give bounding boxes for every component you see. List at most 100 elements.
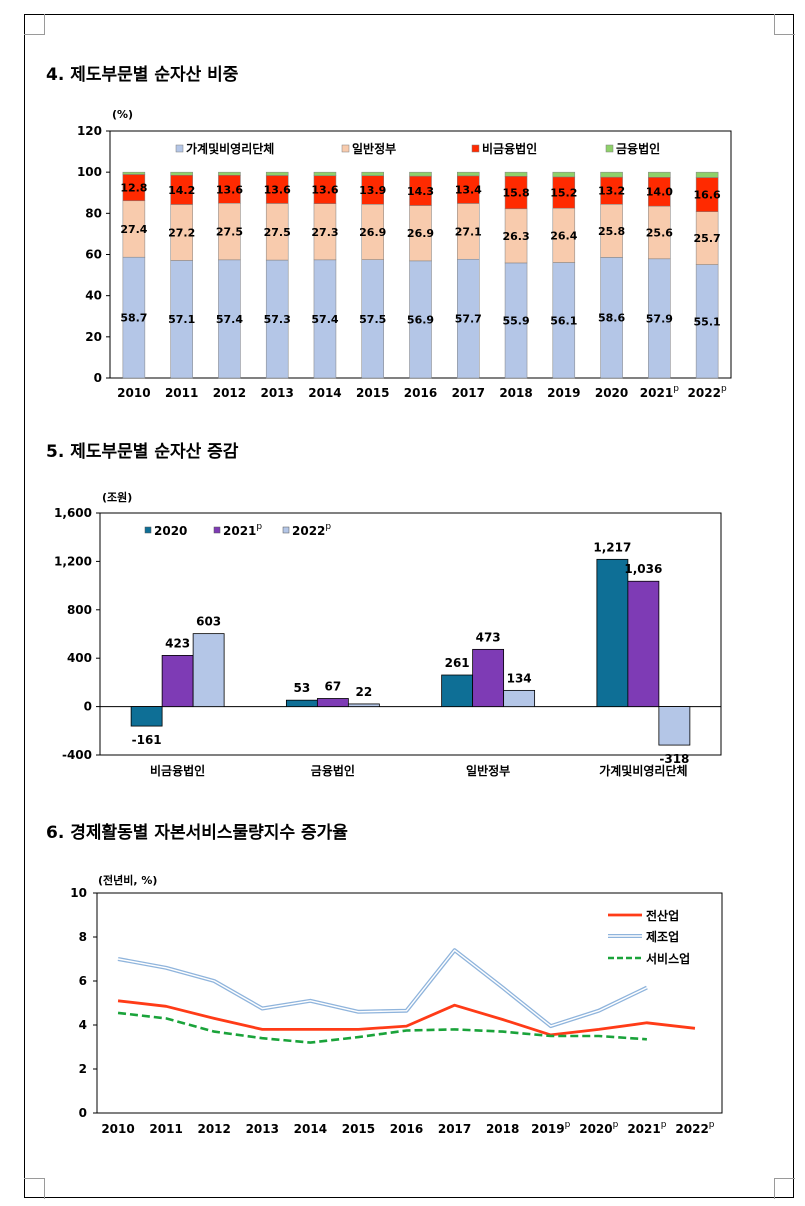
x-tick-label: 2015 (342, 1122, 375, 1136)
data-label: 15.2 (550, 187, 577, 200)
data-label: 26.3 (502, 230, 529, 243)
crop-mark-bottom-left (24, 1178, 45, 1199)
bar-segment (313, 171, 337, 176)
data-label: 57.4 (311, 313, 338, 326)
data-label: 27.4 (120, 223, 147, 236)
x-tick-label: 2019p (531, 1120, 570, 1136)
y-tick-label: 60 (85, 248, 102, 262)
x-tick-label: 2010 (117, 386, 150, 400)
data-label: 134 (507, 671, 532, 685)
x-tick-label: 2022p (675, 1120, 714, 1136)
data-label: 27.3 (311, 226, 338, 239)
data-label: -318 (659, 752, 689, 766)
data-label: 56.9 (407, 313, 434, 326)
y-tick-label: 800 (67, 603, 92, 617)
data-label: 25.8 (598, 225, 625, 238)
data-label: 53 (294, 681, 311, 695)
bar-segment (457, 171, 480, 177)
legend-label: 2021p (223, 522, 262, 538)
bar-segment (122, 171, 146, 175)
data-label: 26.9 (359, 226, 386, 239)
crop-mark-top-right (774, 14, 795, 35)
data-label: 14.2 (168, 184, 195, 197)
x-tick-label: 비금융법인 (150, 763, 205, 778)
bar-segment (361, 171, 384, 176)
y-tick-label: 2 (79, 1062, 87, 1076)
data-label: 55.1 (694, 315, 721, 328)
x-tick-label: 일반정부 (466, 763, 510, 778)
data-label: 13.2 (598, 185, 625, 198)
legend-label: 제조업 (646, 930, 679, 944)
data-label: 57.1 (168, 313, 195, 326)
data-label: 603 (196, 615, 221, 629)
y-tick-label: 400 (67, 651, 92, 665)
data-label: 67 (325, 679, 342, 693)
data-label: 13.9 (359, 184, 386, 197)
y-tick-label: 8 (79, 930, 87, 944)
legend-label: 일반정부 (352, 141, 396, 156)
x-tick-label: 2018 (499, 386, 532, 400)
unit-label: (전년비, %) (98, 873, 157, 887)
legend-swatch (282, 526, 290, 534)
x-tick-label: 2019 (547, 386, 580, 400)
bar-segment (170, 171, 193, 176)
x-tick-label: 2017 (452, 386, 485, 400)
x-tick-label: 2011 (149, 1122, 182, 1136)
x-tick-label: 2012 (197, 1122, 230, 1136)
section-6-title: 6. 경제활동별 자본서비스물량지수 증가율 (46, 823, 348, 843)
bar-segment (552, 171, 576, 178)
y-tick-label: 0 (79, 1106, 87, 1120)
legend-swatch (213, 526, 221, 534)
legend-label: 2020 (154, 524, 187, 538)
y-tick-label: 10 (70, 886, 87, 900)
y-tick-label: 0 (94, 371, 102, 385)
unit-label: (%) (112, 108, 133, 121)
x-tick-label: 2014 (308, 386, 341, 400)
series-line (117, 1011, 647, 1044)
x-tick-label: 2011 (165, 386, 198, 400)
series-line-inner (117, 949, 648, 1027)
x-tick-label: 가계및비영리단체 (599, 763, 687, 778)
data-label: 55.9 (502, 314, 529, 327)
data-label: 261 (445, 656, 470, 670)
y-tick-label: 1,600 (54, 506, 92, 520)
x-tick-label: 2015 (356, 386, 389, 400)
legend-label: 2022p (292, 522, 331, 538)
y-tick-label: -400 (62, 748, 92, 762)
crop-mark-top-left (24, 14, 45, 35)
data-label: 27.1 (455, 225, 482, 238)
data-label: 16.6 (694, 189, 721, 202)
y-tick-label: 1,200 (54, 554, 92, 568)
data-label: 27.5 (216, 226, 243, 239)
bar (627, 580, 660, 708)
x-tick-label: 2016 (390, 1122, 423, 1136)
data-label: 27.2 (168, 226, 195, 239)
x-tick-label: 2021p (640, 384, 679, 400)
page-border (24, 14, 794, 1198)
data-label: 13.4 (455, 184, 482, 197)
data-label: 1,217 (593, 540, 631, 554)
x-tick-label: 2010 (101, 1122, 134, 1136)
bar (316, 698, 349, 707)
y-tick-label: 6 (79, 974, 87, 988)
data-label: 57.9 (646, 312, 673, 325)
data-label: 423 (165, 636, 190, 650)
bar (658, 706, 691, 746)
y-tick-label: 80 (85, 206, 102, 220)
bar (472, 648, 505, 708)
data-label: 12.8 (120, 182, 147, 195)
data-label: 473 (476, 630, 501, 644)
y-tick-label: 120 (77, 124, 102, 138)
bar-segment (648, 171, 671, 178)
bar-segment (695, 171, 719, 178)
plot-area (96, 892, 723, 1114)
data-label: 14.0 (646, 186, 673, 199)
legend-swatch (341, 144, 350, 153)
bar-segment (504, 171, 528, 177)
y-tick-label: 4 (79, 1018, 87, 1032)
legend-swatch (471, 144, 480, 153)
data-label: 57.7 (455, 313, 482, 326)
y-tick-label: 40 (85, 289, 102, 303)
